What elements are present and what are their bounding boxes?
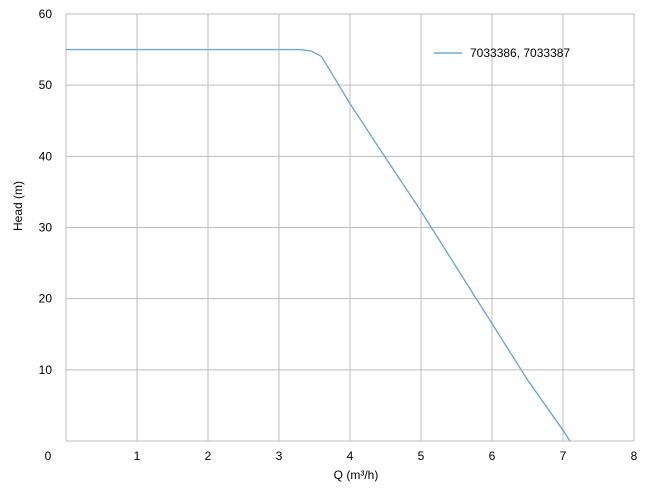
x-tick-labels: 0 1 2 3 4 5 6 7 8	[45, 449, 638, 463]
x-tick-label: 5	[418, 449, 425, 463]
x-tick-label: 8	[631, 449, 638, 463]
legend: 7033386, 7033387	[434, 46, 570, 60]
y-tick-label: 50	[39, 78, 53, 92]
y-tick-labels: 10 20 30 40 50 60	[39, 7, 53, 377]
grid	[65, 13, 635, 442]
x-tick-label: 1	[134, 449, 141, 463]
x-tick-label: 2	[205, 449, 212, 463]
x-tick-label: 0	[45, 449, 52, 463]
x-tick-label: 7	[560, 449, 567, 463]
series-layer	[66, 48, 571, 442]
legend-label: 7033386, 7033387	[470, 46, 570, 60]
y-tick-label: 40	[39, 149, 53, 163]
x-axis-label: Q (m³/h)	[334, 468, 379, 482]
y-tick-label: 20	[39, 292, 53, 306]
y-axis-label: Head (m)	[11, 181, 25, 231]
y-tick-label: 30	[39, 221, 53, 235]
y-tick-label: 60	[39, 7, 53, 21]
x-tick-label: 4	[347, 449, 354, 463]
x-tick-label: 6	[489, 449, 496, 463]
y-tick-label: 10	[39, 363, 53, 377]
x-tick-label: 3	[276, 449, 283, 463]
series-line	[66, 48, 571, 442]
